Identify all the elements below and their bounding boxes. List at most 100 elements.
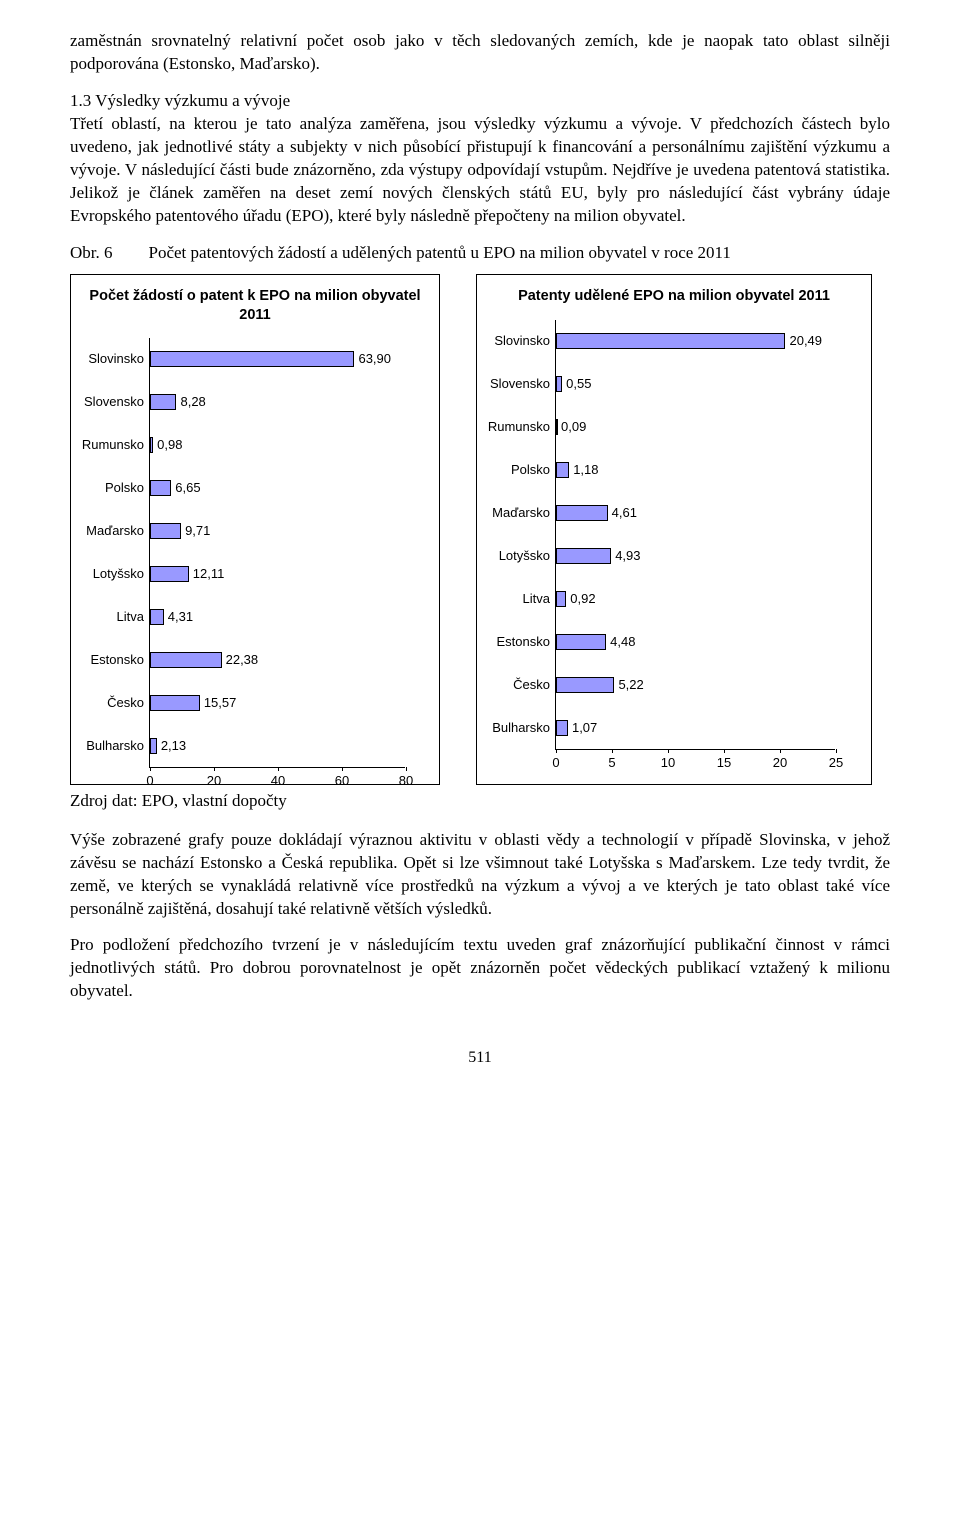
chart-applications-value-label: 63,90 — [358, 351, 391, 366]
chart-applications-value-label: 6,65 — [175, 480, 200, 495]
chart-applications-xtick — [342, 767, 343, 771]
chart-applications-xtick-label: 40 — [271, 773, 285, 788]
section-1.3: 1.3 Výsledky výzkumu a vývoje Třetí obla… — [70, 90, 890, 228]
chart-applications-bar — [150, 609, 164, 625]
chart-granted-value-label: 4,48 — [610, 634, 635, 649]
chart-granted-category-label: Lotyšsko — [488, 548, 556, 563]
chart-applications-category-label: Bulharsko — [82, 738, 150, 753]
chart-granted-xtick-label: 25 — [829, 755, 843, 770]
chart-applications-title: Počet žádostí o patent k EPO na milion o… — [81, 287, 429, 323]
chart-applications-xtick — [214, 767, 215, 771]
chart-applications-bar — [150, 652, 222, 668]
chart-granted-bar — [556, 591, 566, 607]
chart-applications-category-label: Lotyšsko — [82, 566, 150, 581]
chart-applications-plot: Slovinsko 63,90 Slovensko 8,28 Rumunsko 0,98 P… — [81, 338, 429, 768]
chart-applications-value-label: 0,98 — [157, 437, 182, 452]
chart-applications-bar — [150, 566, 189, 582]
chart-granted-category-label: Bulharsko — [488, 720, 556, 735]
chart-granted-bar — [556, 505, 608, 521]
chart-granted-xtick — [780, 749, 781, 753]
chart-applications-value-label: 12,11 — [193, 566, 225, 581]
chart-granted-category-label: Slovinsko — [488, 333, 556, 348]
chart-applications-bar — [150, 437, 153, 453]
chart-granted-bar — [556, 462, 569, 478]
chart-applications-category-label: Česko — [82, 695, 150, 710]
chart-granted-value-label: 0,09 — [561, 419, 586, 434]
chart-applications-plot-area: Slovinsko63,90Slovensko8,28Rumunsko0,98P… — [149, 338, 405, 768]
chart-applications-category-label: Slovinsko — [82, 351, 150, 366]
chart-granted-xtick — [612, 749, 613, 753]
chart-applications-xtick-label: 60 — [335, 773, 349, 788]
paragraph-results-2: Pro podložení předchozího tvrzení je v n… — [70, 934, 890, 1003]
chart-applications-bar — [150, 695, 200, 711]
chart-applications-xtick — [150, 767, 151, 771]
chart-granted-xtick — [668, 749, 669, 753]
chart-applications-bar — [150, 394, 176, 410]
chart-applications-category-label: Estonsko — [82, 652, 150, 667]
chart-granted-xtick-label: 10 — [661, 755, 675, 770]
chart-granted-bar — [556, 333, 785, 349]
chart-applications-value-label: 8,28 — [180, 394, 205, 409]
chart-applications-bar — [150, 351, 354, 367]
chart-applications-value-label: 9,71 — [185, 523, 210, 538]
heading-1.3: 1.3 Výsledky výzkumu a vývoje — [70, 91, 290, 110]
chart-applications-category-label: Rumunsko — [82, 437, 150, 452]
chart-applications: Počet žádostí o patent k EPO na milion o… — [70, 274, 440, 784]
chart-granted-category-label: Česko — [488, 677, 556, 692]
figure-6-source: Zdroj dat: EPO, vlastní dopočty — [70, 791, 890, 811]
chart-applications-bar — [150, 523, 181, 539]
chart-granted-value-label: 4,61 — [612, 505, 637, 520]
chart-applications-value-label: 15,57 — [204, 695, 237, 710]
chart-applications-xtick-label: 0 — [146, 773, 153, 788]
chart-applications-xtick — [278, 767, 279, 771]
chart-applications-category-label: Slovensko — [82, 394, 150, 409]
chart-granted: Patenty udělené EPO na milion obyvatel 2… — [476, 274, 872, 784]
chart-granted-value-label: 1,07 — [572, 720, 597, 735]
chart-granted-value-label: 5,22 — [618, 677, 643, 692]
chart-granted-value-label: 0,55 — [566, 376, 591, 391]
chart-granted-bar — [556, 634, 606, 650]
figure-6-caption: Obr. 6 Počet patentových žádostí a udělen… — [70, 242, 890, 265]
chart-applications-value-label: 2,13 — [161, 738, 186, 753]
page-number: 511 — [70, 1049, 890, 1067]
chart-granted-xtick-label: 0 — [552, 755, 559, 770]
chart-granted-xtick-label: 15 — [717, 755, 731, 770]
chart-granted-plot-area: Slovinsko20,49Slovensko0,55Rumunsko0,09P… — [555, 320, 835, 750]
chart-applications-bar — [150, 738, 157, 754]
chart-granted-xtick — [724, 749, 725, 753]
chart-applications-category-label: Maďarsko — [82, 523, 150, 538]
chart-granted-category-label: Estonsko — [488, 634, 556, 649]
chart-granted-xtick-label: 20 — [773, 755, 787, 770]
chart-granted-category-label: Slovensko — [488, 376, 556, 391]
chart-granted-plot: Slovinsko 20,49 Slovensko 0,55 Rumunsko 0,09 P… — [487, 320, 861, 750]
charts-row: Počet žádostí o patent k EPO na milion o… — [70, 274, 890, 784]
chart-granted-category-label: Maďarsko — [488, 505, 556, 520]
chart-granted-xtick-label: 5 — [608, 755, 615, 770]
paragraph-results-1: Výše zobrazené grafy pouze dokládají výr… — [70, 829, 890, 921]
chart-granted-value-label: 20,49 — [789, 333, 822, 348]
chart-granted-value-label: 4,93 — [615, 548, 640, 563]
chart-granted-category-label: Litva — [488, 591, 556, 606]
chart-granted-xtick — [836, 749, 837, 753]
page: zaměstnán srovnatelný relativní počet os… — [0, 0, 960, 1107]
chart-applications-value-label: 4,31 — [168, 609, 193, 624]
chart-applications-value-label: 22,38 — [226, 652, 259, 667]
figure-6-label: Obr. 6 — [70, 243, 113, 262]
chart-applications-bar — [150, 480, 171, 496]
chart-applications-xtick-label: 80 — [399, 773, 413, 788]
chart-applications-category-label: Polsko — [82, 480, 150, 495]
chart-applications-category-label: Litva — [82, 609, 150, 624]
chart-granted-category-label: Rumunsko — [488, 419, 556, 434]
chart-applications-xtick-label: 20 — [207, 773, 221, 788]
chart-granted-bar — [556, 677, 614, 693]
chart-applications-xtick — [406, 767, 407, 771]
chart-granted-category-label: Polsko — [488, 462, 556, 477]
paragraph-1.3-body: Třetí oblastí, na kterou je tato analýza… — [70, 114, 890, 225]
figure-6-caption-rest: Počet patentových žádostí a udělených pa… — [149, 243, 731, 262]
chart-granted-value-label: 0,92 — [570, 591, 595, 606]
chart-granted-bar — [556, 548, 611, 564]
chart-granted-bar — [556, 376, 562, 392]
chart-granted-value-label: 1,18 — [573, 462, 598, 477]
chart-granted-title: Patenty udělené EPO na milion obyvatel 2… — [487, 287, 861, 305]
chart-granted-bar — [556, 419, 558, 435]
